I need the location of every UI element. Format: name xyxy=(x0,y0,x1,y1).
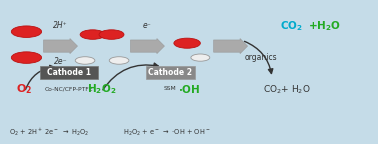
Circle shape xyxy=(99,30,124,39)
Text: $\mathrm{CO_2}$+ H$_2$O: $\mathrm{CO_2}$+ H$_2$O xyxy=(263,83,311,95)
Text: $\mathbf{O_2}$: $\mathbf{O_2}$ xyxy=(16,82,33,96)
Circle shape xyxy=(11,52,42,63)
Circle shape xyxy=(109,57,129,64)
FancyBboxPatch shape xyxy=(146,66,195,79)
Text: e⁻: e⁻ xyxy=(143,21,152,30)
Circle shape xyxy=(174,38,200,48)
Circle shape xyxy=(11,26,42,37)
Text: O$_2$ + 2H$^+$ 2e$^-$ $\rightarrow$ H$_2$O$_2$: O$_2$ + 2H$^+$ 2e$^-$ $\rightarrow$ H$_2… xyxy=(9,127,89,138)
Text: $\mathbf{\cdot OH}$: $\mathbf{\cdot OH}$ xyxy=(178,83,200,95)
FancyArrow shape xyxy=(214,38,248,54)
Text: SSM: SSM xyxy=(164,86,177,91)
FancyArrow shape xyxy=(130,38,164,54)
Text: H$_2$O$_2$ + e$^-$ $\rightarrow$ $\cdot$OH + OH$^-$: H$_2$O$_2$ + e$^-$ $\rightarrow$ $\cdot$… xyxy=(122,127,210,138)
Text: $\mathbf{+ H_2O}$: $\mathbf{+ H_2O}$ xyxy=(308,19,341,33)
Text: $\mathbf{H_2O_2}$: $\mathbf{H_2O_2}$ xyxy=(87,82,116,96)
Text: Cathode 1: Cathode 1 xyxy=(47,68,91,77)
Text: $\mathbf{CO_2}$: $\mathbf{CO_2}$ xyxy=(280,19,303,33)
Text: Co-NC/CFP-PTFE: Co-NC/CFP-PTFE xyxy=(45,86,93,91)
Text: Cathode 2: Cathode 2 xyxy=(148,68,192,77)
Text: organics: organics xyxy=(245,53,277,62)
Text: 2H⁺: 2H⁺ xyxy=(53,21,68,30)
Circle shape xyxy=(75,57,95,64)
Circle shape xyxy=(80,30,105,39)
Text: 2e⁻: 2e⁻ xyxy=(54,57,67,66)
FancyArrow shape xyxy=(43,38,77,54)
Circle shape xyxy=(191,54,210,61)
FancyBboxPatch shape xyxy=(40,66,98,79)
